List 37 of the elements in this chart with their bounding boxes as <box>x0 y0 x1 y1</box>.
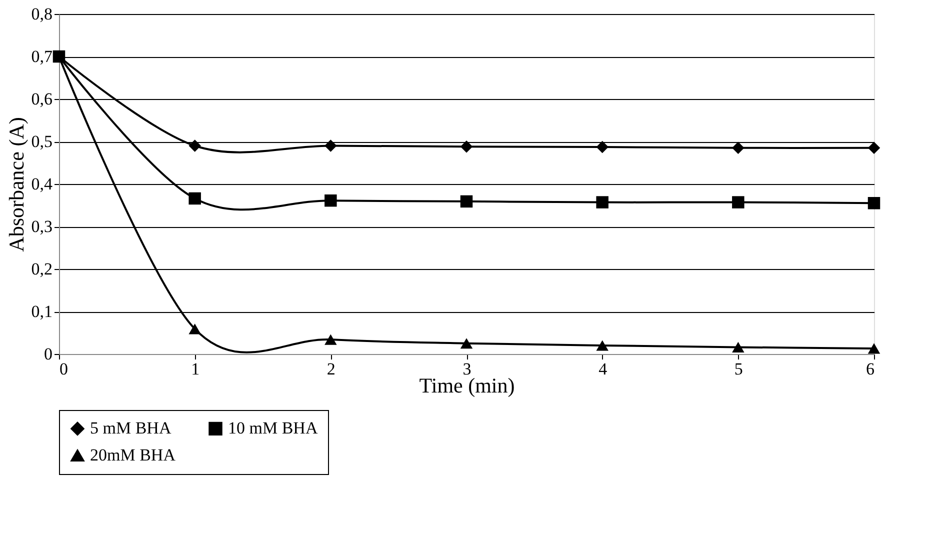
point <box>596 196 608 208</box>
y-tick-label: 0,8 <box>31 4 52 24</box>
x-tick-label: 5 <box>734 360 743 378</box>
y-tick-label: 0,5 <box>31 132 52 151</box>
y-tick-label: 0,1 <box>31 302 52 321</box>
point <box>460 195 473 208</box>
y-tick-label: 0 <box>44 344 52 364</box>
x-tick-label: 4 <box>598 360 608 378</box>
y-tick-label: 0,3 <box>31 217 52 236</box>
y-tick-label: 0,6 <box>31 90 52 108</box>
point <box>324 194 337 207</box>
point <box>868 142 880 154</box>
point <box>868 343 880 354</box>
point <box>324 140 337 152</box>
point <box>596 140 608 154</box>
legend-label: 10 mM BHA <box>228 418 318 438</box>
x-tick-label: 6 <box>866 360 874 378</box>
x-tick-label: 0 <box>60 360 68 378</box>
point <box>732 342 744 353</box>
point <box>324 334 337 345</box>
y-tick-label: 0,7 <box>31 47 53 66</box>
legend-label: 5 mM BHA <box>90 418 172 438</box>
y-tick-label: 0,4 <box>31 174 53 194</box>
legend-label: 20mM BHA <box>90 446 176 464</box>
point <box>732 142 744 154</box>
point <box>460 140 473 153</box>
point <box>188 140 201 152</box>
y-axis-title: Absorbance (A) <box>4 117 28 252</box>
point <box>732 196 744 208</box>
point <box>868 197 880 210</box>
point <box>596 340 608 351</box>
x-tick-label: 2 <box>326 360 336 378</box>
point <box>460 338 473 349</box>
point <box>188 192 201 205</box>
x-tick-label: 1 <box>191 360 200 378</box>
point <box>188 324 201 334</box>
y-tick-label: 0,2 <box>31 260 52 278</box>
